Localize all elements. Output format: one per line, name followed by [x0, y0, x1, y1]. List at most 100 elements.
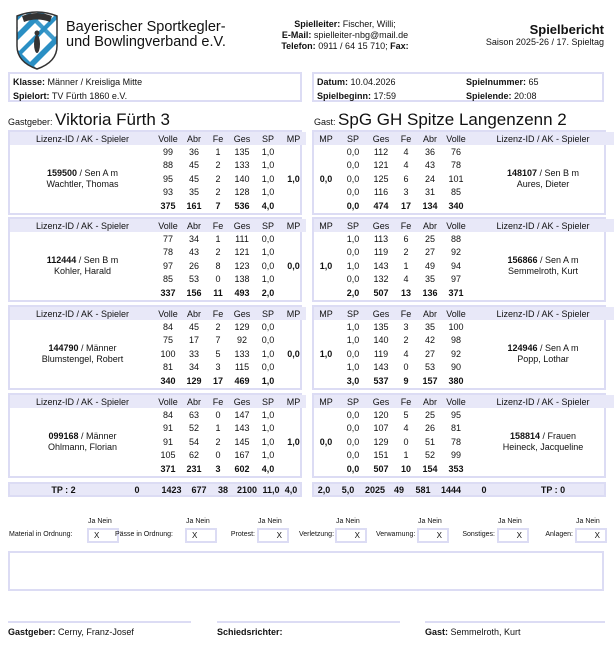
- org-name: Bayerischer Sportkegler-und Bowlingverba…: [66, 19, 226, 50]
- home-team: Gastgeber: Viktoria Fürth 3: [8, 110, 171, 129]
- sp-value: 0,0: [261, 335, 275, 346]
- abr-value: 53: [188, 274, 199, 285]
- check-box[interactable]: X: [257, 528, 289, 543]
- sp-value: 0,0: [261, 362, 275, 373]
- signature-referee: Schiedsrichter:: [217, 621, 400, 637]
- fe-value: 1: [403, 450, 409, 461]
- summary-volle: 1423: [161, 484, 182, 495]
- ges-value: 123: [234, 260, 250, 271]
- total-row: 3,0 537 9 157 380: [314, 374, 614, 388]
- sp-value: 0,0: [346, 200, 360, 211]
- game-row: 91 54 2 145 1,0: [10, 435, 306, 449]
- sp-value: 1,0: [261, 160, 275, 171]
- ges-value: 145: [234, 436, 250, 447]
- volle-value: 90: [450, 362, 461, 373]
- ges-value: 140: [234, 173, 250, 184]
- abr-value: 36: [188, 146, 199, 157]
- volle-value: 81: [450, 423, 461, 434]
- summary-tp: TP : 2: [51, 484, 76, 495]
- abr-value: 25: [424, 233, 435, 244]
- ges-value: 537: [373, 375, 389, 386]
- volle-value: 97: [162, 260, 173, 271]
- sp-value: 0,0: [346, 423, 360, 434]
- game-row: 159500 / Sen A m Wachtler, Thomas 99 36 1 135…: [10, 145, 306, 189]
- home-player-block: Lizenz-ID / AK - Spieler Volle Abr Fe Ges SP M…: [8, 217, 306, 302]
- volle-value: 353: [448, 463, 464, 474]
- abr-value: 51: [424, 436, 435, 447]
- fe-value: 6: [403, 233, 409, 244]
- game-row: 100 33 5 133 1,0: [10, 347, 306, 361]
- abr-value: 157: [422, 375, 438, 386]
- notes-field[interactable]: [8, 551, 604, 591]
- check-box[interactable]: X: [87, 528, 119, 543]
- col-header-ges: Ges: [368, 219, 394, 232]
- col-header-fe: Fe: [394, 307, 418, 320]
- ges-value: 143: [373, 260, 389, 271]
- volle-value: 93: [162, 187, 173, 198]
- game-row: 97 26 8 123 0,0: [10, 259, 306, 273]
- ges-value: 128: [234, 187, 250, 198]
- abr-value: 42: [424, 335, 435, 346]
- col-header-fe: Fe: [207, 307, 229, 320]
- ges-value: 133: [234, 348, 250, 359]
- ges-value: 107: [373, 423, 389, 434]
- ja-nein-label: Ja Nein: [186, 518, 210, 525]
- player-mp: 1,0: [287, 173, 300, 184]
- ges-value: 507: [373, 463, 389, 474]
- sp-value: 1,0: [261, 274, 275, 285]
- guest-summary-row: 2,0 5,0 2025 49 581 1444 0 TP : 0: [312, 482, 606, 497]
- volle-value: 78: [162, 247, 173, 258]
- sp-value: 0,0: [261, 260, 275, 271]
- check-box[interactable]: X: [335, 528, 367, 543]
- ges-value: 536: [234, 200, 250, 211]
- sp-value: 0,0: [346, 450, 360, 461]
- fe-value: 4: [403, 423, 409, 434]
- col-header-abr: Abr: [418, 132, 442, 145]
- abr-value: 25: [424, 409, 435, 420]
- summary-zero: 0: [134, 484, 140, 495]
- ges-value: 125: [373, 173, 389, 184]
- fe-value: 2: [215, 173, 221, 184]
- game-row: 0,0 119 2 27 92: [314, 246, 614, 260]
- check-box[interactable]: X: [497, 528, 529, 543]
- col-header-fe: Fe: [394, 219, 418, 232]
- fe-value: 7: [215, 200, 221, 211]
- fe-value: 3: [403, 321, 409, 332]
- abr-value: 27: [424, 247, 435, 258]
- game-row: 78 43 2 121 1,0: [10, 246, 306, 260]
- ges-value: 121: [234, 247, 250, 258]
- summary-tp: TP : 0: [540, 484, 566, 495]
- fe-value: 3: [403, 187, 409, 198]
- sp-value: 1,0: [261, 348, 275, 359]
- check-box[interactable]: X: [185, 528, 217, 543]
- volle-value: 105: [160, 450, 176, 461]
- volle-value: 375: [160, 200, 176, 211]
- fe-value: 1: [215, 423, 221, 434]
- col-header-lizenz: Lizenz-ID / AK - Spieler: [470, 132, 614, 145]
- summary-abr: 677: [191, 484, 207, 495]
- volle-value: 76: [450, 146, 461, 157]
- sp-value: 1,0: [261, 450, 275, 461]
- col-header-fe: Fe: [394, 132, 418, 145]
- summary-sp: 11,0: [262, 484, 280, 495]
- volle-value: 337: [160, 287, 176, 298]
- fe-value: 4: [403, 274, 409, 285]
- sp-value: 1,0: [261, 187, 275, 198]
- check-box[interactable]: X: [417, 528, 449, 543]
- sp-value: 0,0: [346, 463, 360, 474]
- player-info: 144790 / Männer Blumstengel, Robert: [41, 342, 124, 364]
- fe-value: 3: [215, 362, 221, 373]
- game-row: 91 52 1 143 1,0: [10, 422, 306, 436]
- ges-value: 115: [234, 362, 250, 373]
- check-label: Pässe in Ordnung:: [115, 531, 173, 538]
- game-row: 0,0 151 1 52 99: [314, 449, 614, 463]
- summary-fe: 38: [217, 484, 228, 495]
- fe-value: 17: [212, 375, 223, 386]
- total-row: 375 161 7 536 4,0: [10, 199, 306, 213]
- abr-value: 36: [424, 146, 435, 157]
- sp-value: 1,0: [261, 436, 275, 447]
- ges-value: 129: [373, 436, 389, 447]
- col-header-ges: Ges: [229, 395, 255, 408]
- col-header-lizenz: Lizenz-ID / AK - Spieler: [10, 307, 155, 320]
- check-box[interactable]: X: [575, 528, 607, 543]
